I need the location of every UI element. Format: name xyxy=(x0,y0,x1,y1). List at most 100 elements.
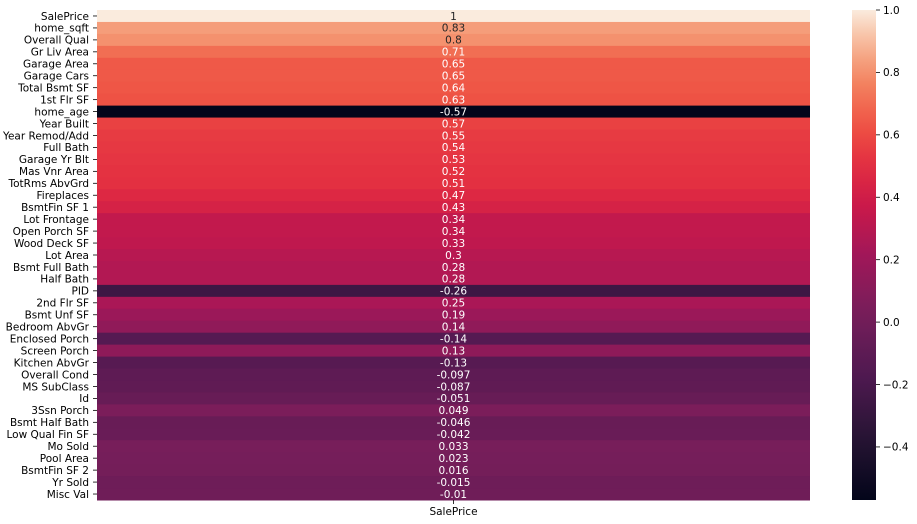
y-tick-label: Bsmt Full Bath xyxy=(13,262,89,274)
heatmap-cell xyxy=(97,57,810,71)
cell-annotation: 0.55 xyxy=(442,130,465,142)
heatmap-cell xyxy=(97,117,810,131)
cell-annotation: 0.25 xyxy=(442,298,465,310)
y-tick-label: 3Ssn Porch xyxy=(31,405,89,417)
y-tick-label: home_age xyxy=(34,106,89,118)
cell-annotation: 0.016 xyxy=(438,465,468,477)
y-tick-label: BsmtFin SF 1 xyxy=(21,202,89,214)
cell-annotation: 0.54 xyxy=(442,142,466,154)
heatmap-cell xyxy=(97,476,810,489)
heatmap-cell xyxy=(97,464,810,477)
y-tick-label: home_sqft xyxy=(34,23,89,35)
colorbar-tick-label: 0.2 xyxy=(883,254,900,266)
y-tick-label: Garage Yr Blt xyxy=(19,154,89,166)
colorbar-tick-label: 0.6 xyxy=(883,130,900,142)
y-tick-label: MS SubClass xyxy=(22,381,89,393)
cell-annotation: -0.015 xyxy=(437,477,471,489)
cell-annotation: 0.34 xyxy=(442,226,466,238)
heatmap-cell xyxy=(97,320,810,334)
cell-annotation: 0.53 xyxy=(442,154,465,166)
cell-annotation: -0.01 xyxy=(440,489,467,501)
heatmap-cell xyxy=(97,213,810,226)
y-tick-label: Garage Area xyxy=(23,59,89,71)
colorbar-tick-label: −0.4 xyxy=(883,442,909,454)
heatmap-cell xyxy=(97,177,810,190)
y-tick-label: BsmtFin SF 2 xyxy=(21,465,89,477)
colorbar xyxy=(852,10,876,500)
heatmap-cell xyxy=(97,225,810,238)
heatmap-cell xyxy=(97,284,810,298)
y-tick-label: Open Porch SF xyxy=(13,226,89,238)
y-tick-label: Overall Qual xyxy=(24,35,89,47)
y-tick-label: Overall Cond xyxy=(21,369,89,381)
heatmap-cell xyxy=(97,392,810,405)
y-tick-label: Id xyxy=(79,393,89,405)
y-tick-label: Misc Val xyxy=(47,489,89,501)
y-tick-label: Lot Area xyxy=(45,250,89,262)
heatmap-cell xyxy=(97,380,810,393)
cell-annotation: 0.34 xyxy=(442,214,466,226)
cell-annotation: -0.14 xyxy=(440,333,467,345)
heatmap-cell xyxy=(97,165,810,178)
heatmap-cell xyxy=(97,272,810,286)
cell-annotation: 0.71 xyxy=(442,47,465,59)
heatmap-cell xyxy=(97,452,810,465)
heatmap-cell xyxy=(97,332,810,346)
heatmap-cell xyxy=(97,428,810,441)
cell-annotation: -0.051 xyxy=(437,393,471,405)
cell-annotation: -0.097 xyxy=(437,369,471,381)
x-tick-label: SalePrice xyxy=(429,506,477,518)
y-tick-label: Fireplaces xyxy=(37,190,89,202)
heatmap-cell xyxy=(97,296,810,310)
colorbar-tick-label: 0.8 xyxy=(883,67,900,79)
heatmap-cell xyxy=(97,105,810,119)
y-tick-label: Year Remod/Add xyxy=(2,130,89,142)
cell-annotation: 0.65 xyxy=(442,59,465,71)
y-tick-label: Mo Sold xyxy=(48,441,90,453)
cell-annotation: -0.13 xyxy=(440,357,467,369)
y-tick-label: Wood Deck SF xyxy=(14,238,89,250)
y-tick-label: SalePrice xyxy=(41,11,89,23)
cell-annotation: 0.023 xyxy=(438,453,468,465)
y-tick-label: Full Bath xyxy=(43,142,89,154)
heatmap-cell xyxy=(97,237,810,250)
cell-annotation: -0.26 xyxy=(440,286,467,298)
y-tick-label: Bedroom AbvGr xyxy=(6,322,90,334)
heatmap-cell xyxy=(97,81,810,95)
heatmap-cell xyxy=(97,201,810,214)
heatmap-cell xyxy=(97,93,810,107)
y-tick-label: PID xyxy=(71,286,89,298)
heatmap-cell xyxy=(97,488,810,501)
heatmap-cell xyxy=(97,153,810,166)
heatmap-cell xyxy=(97,308,810,322)
cell-annotation: 0.8 xyxy=(445,35,462,47)
cell-annotation: 0.51 xyxy=(442,178,465,190)
heatmap-cell xyxy=(97,69,810,83)
y-tick-label: 2nd Flr SF xyxy=(36,298,89,310)
cell-annotation: 0.47 xyxy=(442,190,465,202)
colorbar-tick-label: 1.0 xyxy=(883,5,900,17)
cell-annotation: -0.57 xyxy=(440,106,467,118)
y-tick-label: Half Bath xyxy=(40,274,89,286)
cell-annotation: 1 xyxy=(450,11,457,23)
colorbar-tick-label: −0.2 xyxy=(883,379,909,391)
y-tick-label: Mas Vnr Area xyxy=(19,166,89,178)
heatmap-cell xyxy=(97,344,810,358)
heatmap-cell xyxy=(97,404,810,417)
cell-annotation: 0.57 xyxy=(442,118,465,130)
y-tick-label: Pool Area xyxy=(40,453,89,465)
cell-annotation: 0.3 xyxy=(445,250,462,262)
cell-annotation: 0.049 xyxy=(438,405,468,417)
y-tick-label: TotRms AbvGrd xyxy=(8,178,90,190)
y-tick-label: Enclosed Porch xyxy=(10,333,89,345)
cell-annotation: 0.52 xyxy=(442,166,465,178)
colorbar-tick-label: 0.4 xyxy=(883,192,900,204)
cell-annotation: 0.43 xyxy=(442,202,465,214)
heatmap-cell xyxy=(97,440,810,453)
heatmap-cell xyxy=(97,33,810,47)
cell-annotation: 0.13 xyxy=(442,345,465,357)
y-tick-label: Screen Porch xyxy=(21,345,89,357)
heatmap-cell xyxy=(97,129,810,142)
heatmap-cell xyxy=(97,45,810,59)
